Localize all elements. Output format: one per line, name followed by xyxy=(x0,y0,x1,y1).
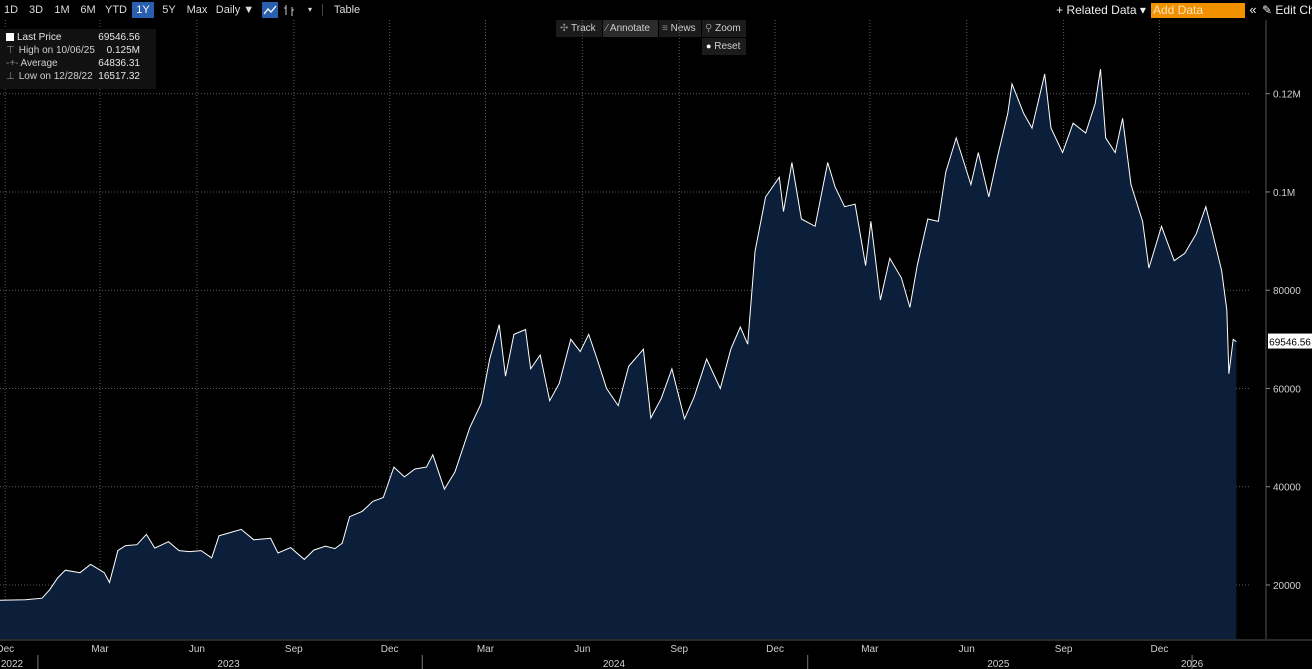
related-data-button[interactable]: + Related Data ▾ xyxy=(1056,3,1146,17)
legend-value: 69546.56 xyxy=(98,32,140,43)
y-tick-label: 80000 xyxy=(1273,286,1301,297)
edit-chart-button[interactable]: ✎ Edit Ch xyxy=(1262,3,1312,17)
line-chart-icon[interactable] xyxy=(262,2,278,18)
x-year-label: 2024 xyxy=(603,659,626,669)
y-axis-ticks: 20000 40000 60000 80000 0.1M 0.12M xyxy=(1266,90,1301,592)
legend-label: Last Price xyxy=(17,32,62,43)
news-label: News xyxy=(670,23,696,34)
reset-icon: ● xyxy=(706,41,712,51)
legend-value: 64836.31 xyxy=(98,58,140,69)
last-price-tag-box xyxy=(1268,333,1312,349)
x-year-label: 2026 xyxy=(1181,659,1204,669)
price-line xyxy=(0,69,1237,601)
low-marker-icon: ⊥ xyxy=(6,71,15,82)
x-tick-label: Mar xyxy=(91,644,109,655)
table-button[interactable]: Table xyxy=(333,4,361,16)
x-axis-ticks: Dec Mar Jun Sep Dec Mar Jun Sep Dec Mar Jun Sep Dec 2… xyxy=(0,639,1312,669)
track-button[interactable]: ✣ Track xyxy=(556,20,602,37)
magnifier-icon: ⚲ xyxy=(705,23,713,34)
news-button[interactable]: ≡ News xyxy=(659,20,701,37)
annotate-label: Annotate xyxy=(609,23,650,34)
x-tick-label: Dec xyxy=(1151,644,1169,655)
legend-row-average: -+- Average xyxy=(6,57,58,70)
reset-button[interactable]: ● Reset xyxy=(702,38,746,55)
period-button-5y[interactable]: 5Y xyxy=(162,4,176,16)
crosshair-icon: ✣ xyxy=(560,23,569,34)
legend-row-low: ⊥ Low on 12/28/22 xyxy=(6,70,93,83)
frequency-dropdown[interactable]: Daily ▼ xyxy=(215,4,255,16)
reset-label: Reset xyxy=(714,41,741,52)
x-tick-label: Sep xyxy=(670,644,688,655)
x-tick-label: Jun xyxy=(959,644,975,655)
zoom-button[interactable]: ⚲ Zoom xyxy=(702,20,746,37)
x-tick-label: Sep xyxy=(1055,644,1073,655)
period-button-max[interactable]: Max xyxy=(186,4,208,16)
legend-label: High on 10/06/25 xyxy=(18,45,95,56)
legend-label: Average xyxy=(20,58,58,69)
high-marker-icon: ⊤ xyxy=(6,45,15,56)
grid-layer xyxy=(0,20,1250,639)
y-tick-label: 0.1M xyxy=(1273,188,1295,199)
x-tick-label: Dec xyxy=(381,644,399,655)
average-marker-icon: -+- xyxy=(6,58,19,69)
period-button-3d[interactable]: 3D xyxy=(28,4,44,16)
period-button-ytd[interactable]: YTD xyxy=(105,4,127,16)
x-year-label: 2022 xyxy=(1,659,24,669)
last-price-tag-label: 69546.56 xyxy=(1269,338,1311,349)
last-price-swatch-icon xyxy=(6,33,14,41)
y-axis-panel xyxy=(1252,20,1312,649)
x-tick-label: Jun xyxy=(189,644,205,655)
x-tick-label: Dec xyxy=(0,644,14,655)
bar-chart-icon[interactable] xyxy=(282,2,296,18)
period-button-6m[interactable]: 6M xyxy=(80,4,96,16)
news-icon: ≡ xyxy=(662,23,668,34)
collapse-icon[interactable]: « xyxy=(1249,2,1257,17)
last-price-tag: 69546.56 xyxy=(1268,333,1312,349)
chart-type-dropdown-icon[interactable]: ▾ xyxy=(307,5,312,14)
chart-toolbar: 1D 3D 1M 6M YTD 1Y 5Y Max Daily ▼ ▾ Tabl… xyxy=(0,0,1312,20)
period-button-1m[interactable]: 1M xyxy=(54,4,70,16)
legend-value: 16517.32 xyxy=(98,71,140,82)
add-data-input[interactable] xyxy=(1151,3,1245,18)
legend-value: 0.125M xyxy=(106,45,140,56)
x-year-label: 2025 xyxy=(987,659,1010,669)
pencil-icon: ⁄ xyxy=(606,23,608,34)
x-tick-label: Sep xyxy=(285,644,303,655)
x-tick-label: Mar xyxy=(477,644,495,655)
track-label: Track xyxy=(571,23,596,34)
y-tick-label: 40000 xyxy=(1273,483,1301,494)
price-area xyxy=(0,69,1237,640)
zoom-label: Zoom xyxy=(715,23,741,34)
price-legend: Last Price 69546.56 ⊤ High on 10/06/25 0.… xyxy=(0,29,156,89)
period-button-1d[interactable]: 1D xyxy=(3,4,19,16)
toolbar-divider xyxy=(322,4,323,16)
legend-row-last-price: Last Price xyxy=(6,31,61,44)
legend-label: Low on 12/28/22 xyxy=(18,71,93,82)
x-tick-label: Mar xyxy=(861,644,879,655)
y-tick-label: 60000 xyxy=(1273,384,1301,395)
y-tick-label: 20000 xyxy=(1273,581,1301,592)
period-button-1y[interactable]: 1Y xyxy=(132,2,154,18)
legend-row-high: ⊤ High on 10/06/25 xyxy=(6,44,95,57)
x-tick-label: Dec xyxy=(766,644,784,655)
annotate-button[interactable]: ⁄ Annotate xyxy=(603,20,658,37)
x-year-label: 2023 xyxy=(217,659,240,669)
x-tick-label: Jun xyxy=(574,644,590,655)
y-tick-label: 0.12M xyxy=(1273,90,1301,101)
x-axis-panel xyxy=(0,639,1312,669)
